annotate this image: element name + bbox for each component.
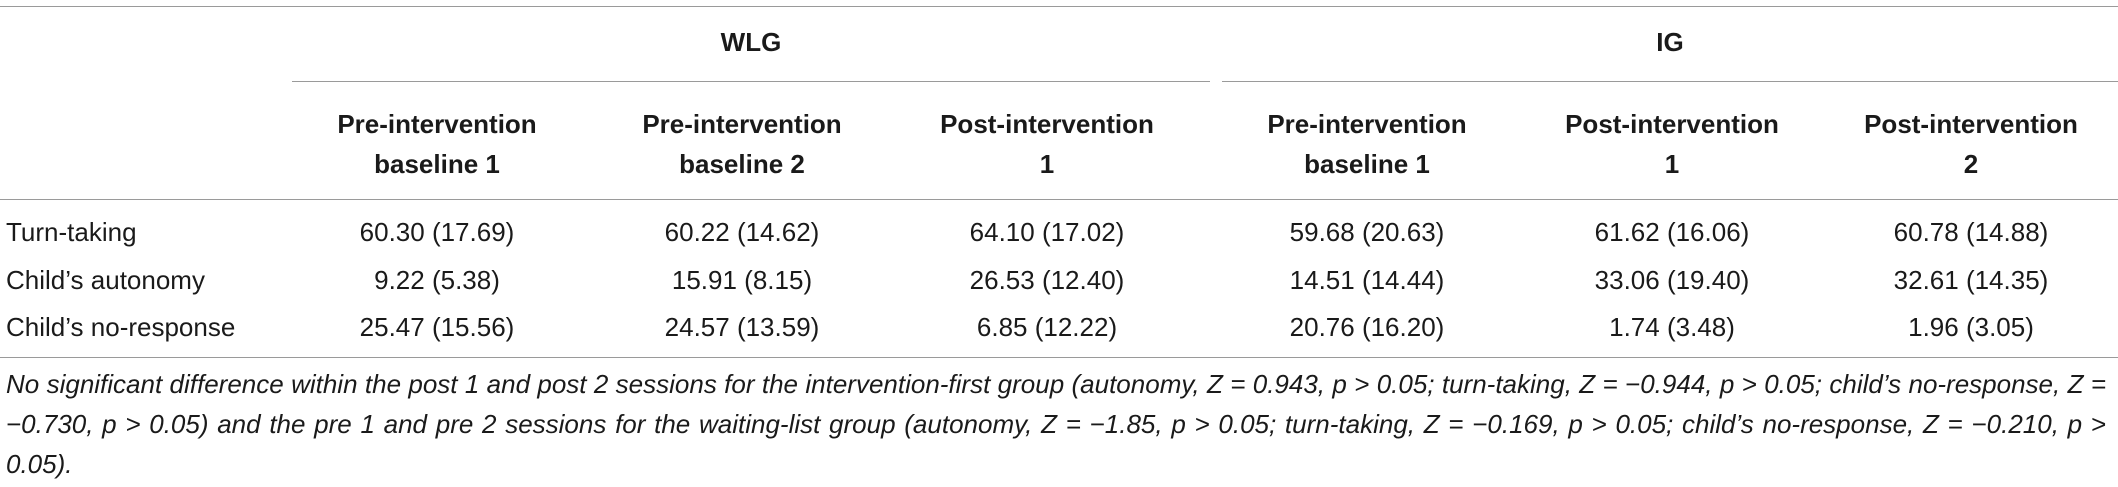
bottom-rule	[0, 357, 2118, 358]
table-cell: 26.53 (12.40)	[969, 265, 1125, 295]
column-header-line: 1	[1664, 149, 1680, 179]
table-cell: 6.85 (12.22)	[976, 312, 1118, 342]
table-cell: 60.78 (14.88)	[1893, 217, 2049, 247]
column-header-line: baseline 1	[374, 149, 500, 179]
table-cell: 9.22 (5.38)	[374, 265, 500, 295]
column-header-line: Post-intervention	[940, 109, 1154, 139]
column-header-line: Pre-intervention	[642, 109, 842, 139]
group-header-wlg: WLG	[720, 27, 782, 57]
column-header-line: 2	[1963, 149, 1979, 179]
row-label: Child’s no-response	[6, 312, 236, 342]
table-cell: 24.57 (13.59)	[664, 312, 820, 342]
column-header: Pre-intervention baseline 1	[1222, 104, 1512, 184]
row-label: Turn-taking	[6, 217, 137, 247]
table-cell: 32.61 (14.35)	[1893, 265, 2049, 295]
table-cell: 20.76 (16.20)	[1289, 312, 1445, 342]
column-header-line: Post-intervention	[1565, 109, 1779, 139]
column-header-line: 1	[1039, 149, 1055, 179]
column-header-line: Pre-intervention	[1267, 109, 1467, 139]
table-footnote: No significant difference within the pos…	[6, 369, 2106, 479]
table-cell: 1.96 (3.05)	[1908, 312, 2034, 342]
table-cell: 61.62 (16.06)	[1594, 217, 1750, 247]
column-header: Post-intervention 2	[1826, 104, 2116, 184]
group-header-ig: IG	[1656, 27, 1684, 57]
column-header-line: baseline 2	[679, 149, 805, 179]
column-header-line: Pre-intervention	[337, 109, 537, 139]
table-row: Turn-taking 60.30 (17.69) 60.22 (14.62) …	[0, 210, 2118, 254]
table-cell: 60.30 (17.69)	[359, 217, 515, 247]
ig-group-rule	[1222, 81, 2118, 82]
column-header-line: baseline 1	[1304, 149, 1430, 179]
table-cell: 14.51 (14.44)	[1289, 265, 1445, 295]
column-header: Post-intervention 1	[902, 104, 1192, 184]
table-cell: 60.22 (14.62)	[664, 217, 820, 247]
table-cell: 33.06 (19.40)	[1594, 265, 1750, 295]
table-cell: 64.10 (17.02)	[969, 217, 1125, 247]
row-label: Child’s autonomy	[6, 265, 205, 295]
table-cell: 59.68 (20.63)	[1289, 217, 1445, 247]
wlg-group-rule	[292, 81, 1210, 82]
column-header-line: Post-intervention	[1864, 109, 2078, 139]
column-header: Post-intervention 1	[1527, 104, 1817, 184]
column-header: Pre-intervention baseline 1	[292, 104, 582, 184]
top-rule	[0, 6, 2118, 7]
column-header: Pre-intervention baseline 2	[597, 104, 887, 184]
table-row: Child’s no-response 25.47 (15.56) 24.57 …	[0, 305, 2118, 349]
table-cell: 1.74 (3.48)	[1609, 312, 1735, 342]
table-cell: 15.91 (8.15)	[671, 265, 813, 295]
header-rule	[0, 199, 2118, 200]
table-cell: 25.47 (15.56)	[359, 312, 515, 342]
table-row: Child’s autonomy 9.22 (5.38) 15.91 (8.15…	[0, 258, 2118, 302]
